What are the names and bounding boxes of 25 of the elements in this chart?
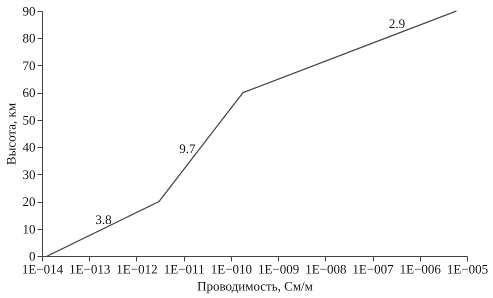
y-axis-title: Высота, км (4, 102, 18, 166)
x-tick-label: 1E−012 (116, 262, 158, 276)
annotation: 9.7 (179, 141, 196, 156)
x-tick-label: 1E−011 (164, 262, 205, 276)
y-tick-label: 80 (22, 30, 36, 46)
x-tick-label: 1E−010 (210, 262, 252, 276)
y-tick-label: 90 (22, 4, 36, 18)
y-tick-label: 20 (22, 194, 36, 210)
y-tick-label: 40 (22, 140, 36, 155)
y-tick-label: 70 (22, 58, 36, 73)
y-tick-label: 0 (29, 248, 36, 264)
x-tick-label: 1E−006 (400, 262, 442, 276)
x-tick-label: 1E−007 (352, 262, 394, 276)
annotation: 3.8 (95, 212, 112, 227)
y-tick-label: 50 (22, 112, 36, 128)
x-tick-label: 1E−005 (446, 262, 488, 276)
x-tick-label: 1E−013 (69, 262, 110, 276)
x-tick-label: 1E−009 (258, 262, 300, 276)
y-tick-label: 60 (22, 85, 36, 100)
x-tick-label: 1E−014 (22, 262, 64, 276)
x-tick-label: 1E−008 (305, 262, 346, 276)
y-tick-label: 30 (22, 166, 36, 182)
y-tick-label: 10 (22, 221, 36, 236)
x-axis-title: Проводимость, См/м (197, 278, 313, 294)
annotation: 2.9 (388, 16, 406, 31)
